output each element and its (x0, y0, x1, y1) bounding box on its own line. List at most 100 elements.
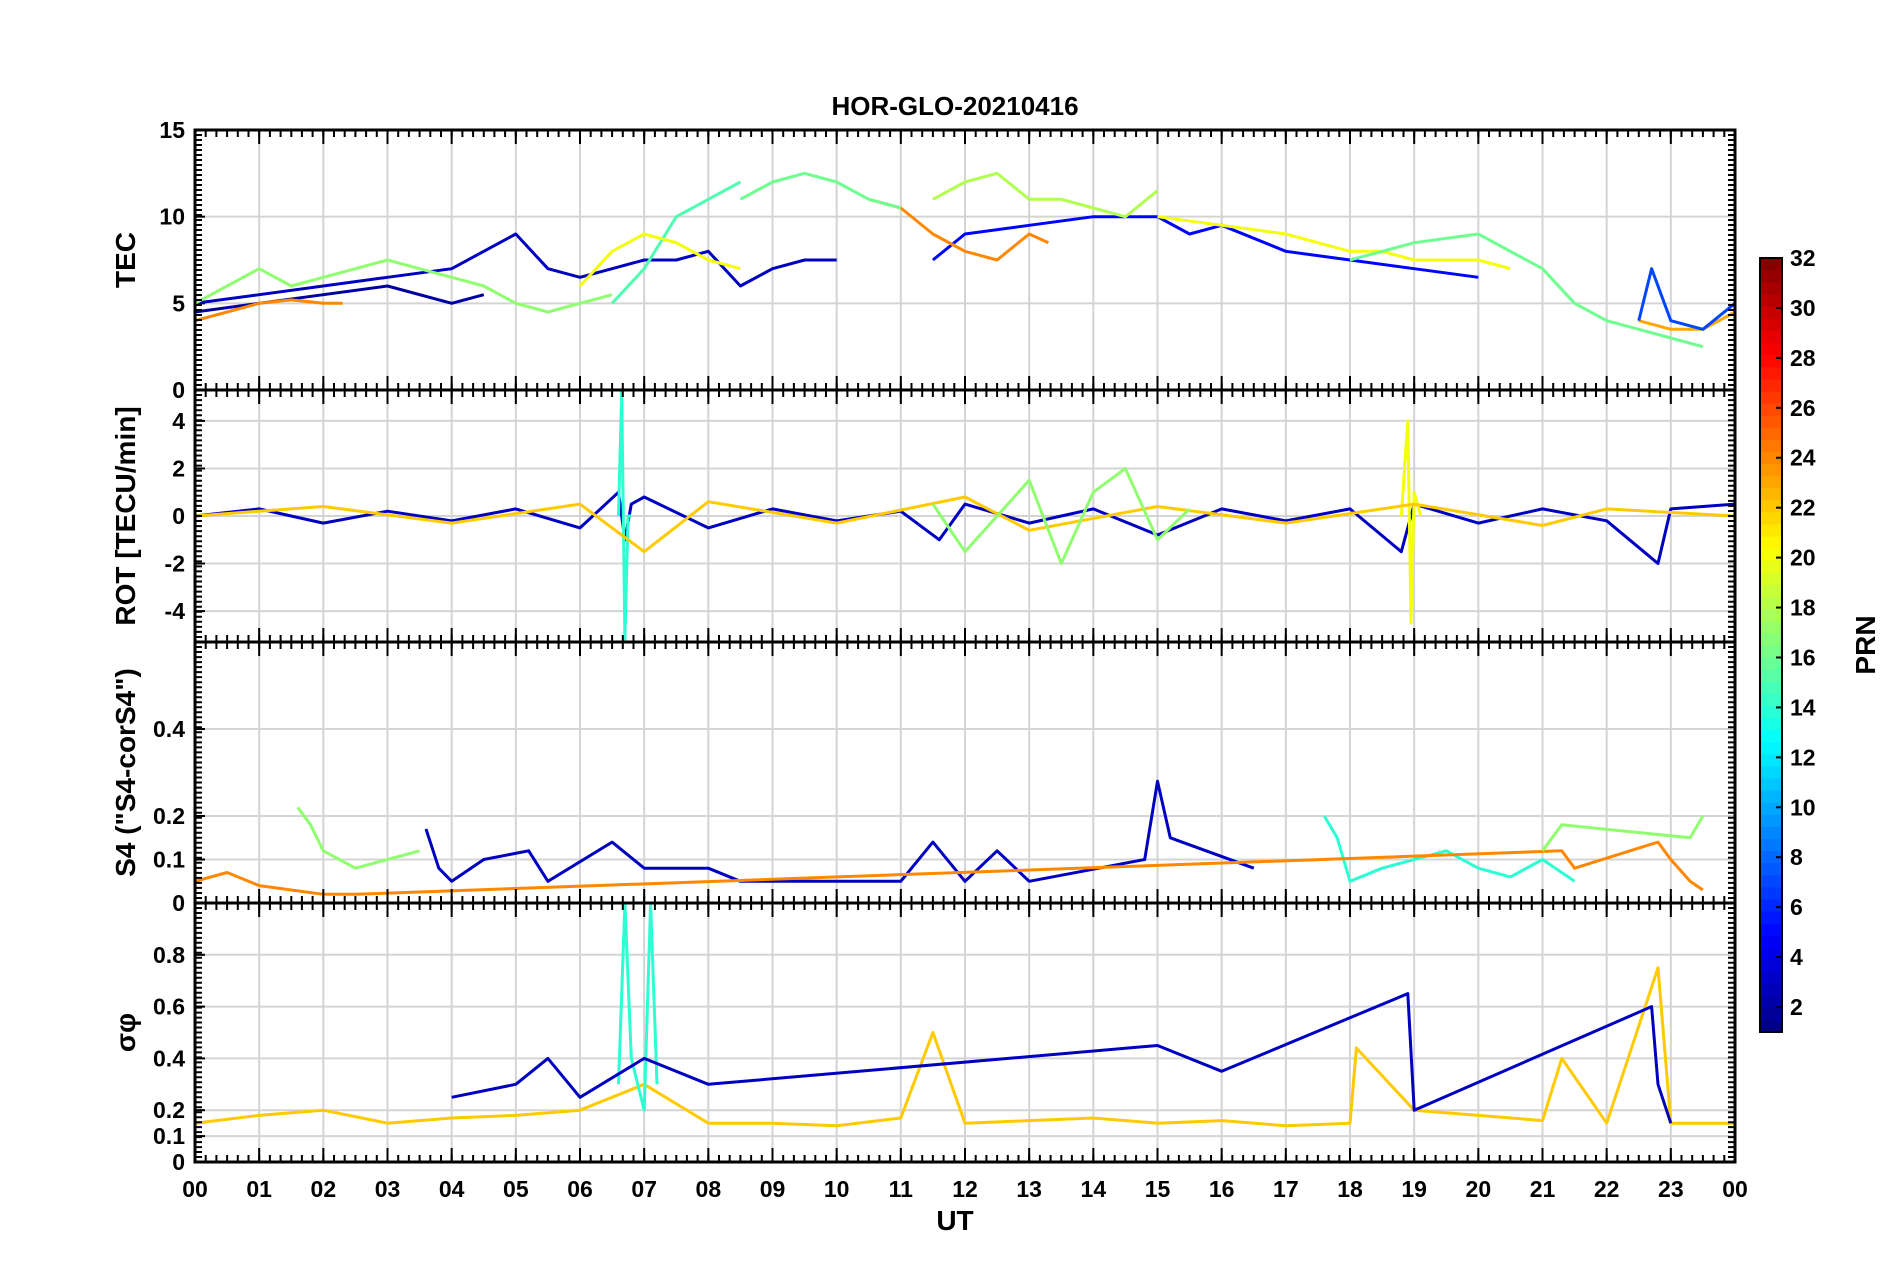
colorbar-segment (1760, 487, 1782, 501)
colorbar-segment (1760, 584, 1782, 598)
colorbar-segment (1760, 451, 1782, 465)
colorbar-tick-label: 30 (1790, 295, 1816, 321)
colorbar-segment (1760, 306, 1782, 319)
x-tick-label: 16 (1209, 1176, 1235, 1202)
colorbar-segment (1760, 705, 1782, 719)
colorbar-tick-label: 32 (1790, 245, 1816, 271)
colorbar-segment (1760, 258, 1782, 271)
x-tick-label: 22 (1594, 1176, 1620, 1202)
colorbar-tick-label: 6 (1790, 894, 1803, 920)
x-tick-label: 20 (1466, 1176, 1492, 1202)
series-line-prn-5 (931, 215, 1479, 279)
series-line-prn-16 (739, 171, 902, 210)
series-line-prn-24 (195, 840, 1704, 896)
colorbar-segment (1760, 403, 1782, 416)
series-line-prn-15 (611, 180, 742, 305)
series-line-prn-14 (617, 903, 659, 1112)
y-tick-label: 0.1 (153, 847, 185, 873)
colorbar-tick-label: 8 (1790, 844, 1803, 870)
colorbar-segment (1760, 536, 1782, 549)
colorbar-segment (1760, 620, 1782, 634)
colorbar-segment (1760, 826, 1782, 839)
x-tick-label: 10 (824, 1176, 850, 1202)
colorbar-segment (1760, 923, 1782, 936)
panel-series (195, 903, 1735, 1128)
x-axis-label: UT (936, 1205, 973, 1236)
y-tick-label: 10 (159, 204, 185, 230)
series-line-prn-3 (195, 232, 837, 305)
colorbar-segment (1760, 983, 1782, 997)
x-tick-label: 06 (567, 1176, 593, 1202)
colorbar-segment (1760, 693, 1782, 706)
colorbar-tick-label: 10 (1790, 794, 1816, 820)
y-tick-label: 2 (172, 455, 185, 481)
y-tick-label: 0.6 (153, 994, 185, 1020)
colorbar-segment (1760, 354, 1782, 368)
x-tick-label: 05 (503, 1176, 529, 1202)
colorbar-segment (1760, 475, 1782, 489)
x-tick-label: 01 (246, 1176, 272, 1202)
y-tick-label: 0.1 (153, 1123, 185, 1149)
series-line-prn-22 (195, 966, 1735, 1128)
y-tick-label: 0 (172, 503, 185, 529)
colorbar-segment (1760, 294, 1782, 307)
colorbar-segment (1760, 778, 1782, 791)
x-tick-label: 18 (1337, 1176, 1363, 1202)
y-axis-label: ROT [TECU/min] (110, 406, 141, 625)
colorbar-tick-label: 22 (1790, 495, 1816, 521)
colorbar-segment (1760, 911, 1782, 924)
colorbar-segment (1760, 524, 1782, 537)
colorbar-segment (1760, 765, 1782, 779)
series-line-prn-17 (1541, 815, 1705, 852)
y-tick-label: 0 (172, 1149, 185, 1175)
panel-rot: -4 -2 0 2 4 ROT [TECU/min] (110, 388, 1737, 644)
y-tick-label: 0.4 (153, 1045, 185, 1071)
x-tick-label: 03 (375, 1176, 401, 1202)
x-tick-label: 17 (1273, 1176, 1299, 1202)
series-line-prn-23 (1638, 310, 1735, 331)
colorbar-segment (1760, 862, 1782, 876)
series-line-prn-17 (296, 806, 420, 870)
colorbar-segment (1760, 282, 1782, 295)
y-tick-label: 0.2 (153, 1097, 185, 1123)
series-line-prn-18 (932, 171, 1159, 219)
colorbar-segment (1760, 415, 1782, 428)
colorbar-tick-label: 4 (1790, 944, 1803, 970)
colorbar-segment (1760, 995, 1782, 1009)
colorbar-segment (1760, 959, 1782, 973)
colorbar-segment (1760, 802, 1782, 815)
colorbar-segment (1760, 1007, 1782, 1021)
colorbar-segment (1760, 463, 1782, 477)
colorbar-segment (1760, 681, 1782, 694)
colorbar-segment (1760, 270, 1782, 283)
colorbar-tick-label: 24 (1790, 445, 1816, 471)
colorbar-segment (1760, 499, 1782, 513)
colorbar-segment (1760, 427, 1782, 440)
series-line-prn-24 (195, 298, 343, 323)
series-line-prn-7 (1637, 267, 1735, 331)
colorbar-segment (1760, 1019, 1782, 1033)
colorbar-segment (1760, 511, 1782, 525)
colorbar-segment (1760, 669, 1782, 682)
colorbar-segment (1760, 596, 1782, 610)
y-tick-label: 0.4 (153, 716, 185, 742)
y-tick-label: 15 (159, 117, 185, 143)
colorbar-segment (1760, 632, 1782, 646)
panel-frame (193, 901, 1737, 1164)
y-tick-label: 0.2 (153, 803, 185, 829)
colorbar-segment (1760, 366, 1782, 380)
colorbar-tick-label: 14 (1790, 694, 1816, 720)
y-axis-label: S4 ("S4-corS4") (110, 668, 141, 877)
colorbar-segment (1760, 560, 1782, 573)
panel-series (195, 390, 1735, 642)
x-tick-label: 11 (889, 1176, 914, 1202)
colorbar-segment (1760, 439, 1782, 452)
series-line-prn-17 (195, 258, 613, 314)
colorbar-segment (1760, 741, 1782, 755)
colorbar-segment (1760, 645, 1782, 658)
colorbar-segment (1760, 898, 1782, 912)
panel-series (195, 779, 1705, 896)
colorbar-tick-label: 26 (1790, 395, 1816, 421)
series-line-prn-3 (195, 490, 1735, 565)
